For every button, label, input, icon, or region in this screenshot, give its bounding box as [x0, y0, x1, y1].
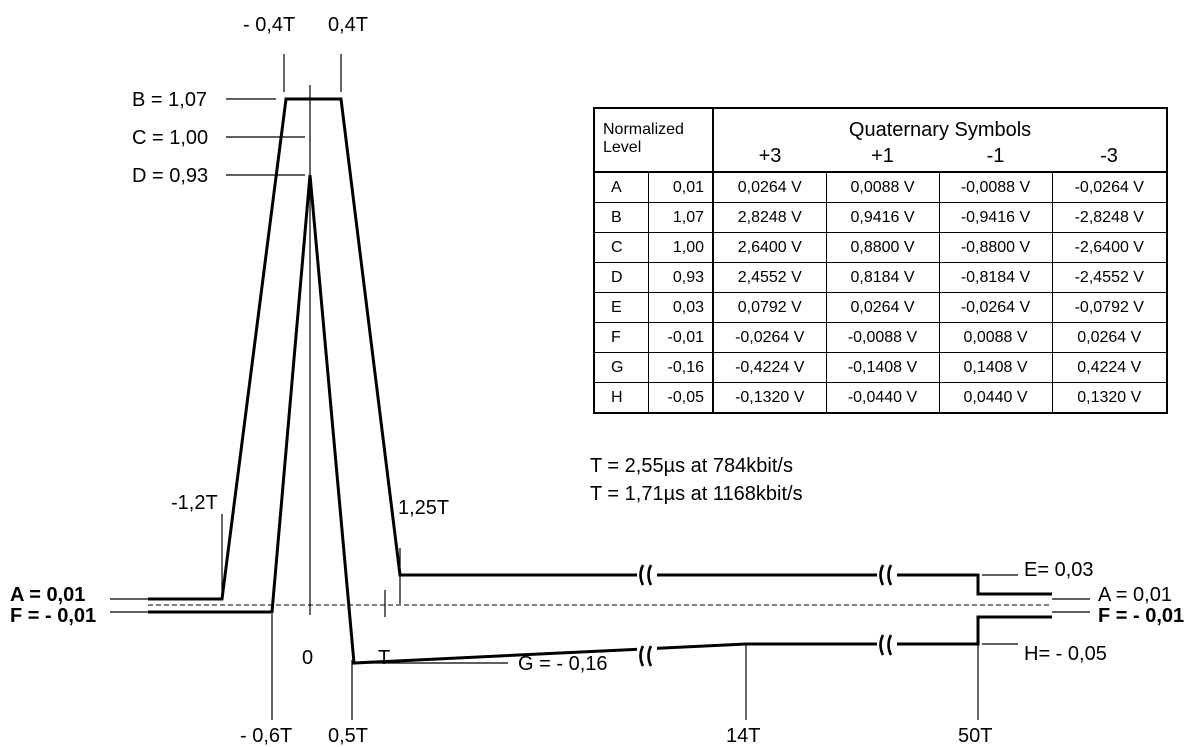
row-voltage: 0,0792 V	[712, 292, 827, 323]
row-voltage: -0,0088 V	[825, 322, 940, 353]
label-f-left: F = - 0,01	[10, 605, 96, 627]
row-voltage: -0,0440 V	[825, 382, 940, 414]
axis-break-lower-2	[879, 634, 893, 656]
row-voltage: 0,1408 V	[938, 352, 1053, 383]
axis-break-upper-1	[639, 564, 653, 586]
row-level: 0,01	[647, 171, 715, 203]
row-voltage: 2,8248 V	[712, 202, 827, 233]
label-g-level: G = - 0,16	[518, 653, 608, 675]
row-letter: F	[593, 322, 648, 353]
row-level: 1,07	[647, 202, 715, 233]
label-a-left: A = 0,01	[10, 584, 85, 606]
label-50t: 50T	[958, 725, 992, 747]
row-voltage: -2,8248 V	[1051, 202, 1168, 233]
row-voltage: -0,8800 V	[938, 232, 1053, 263]
table-row: H -0,05 -0,1320 V -0,0440 V 0,0440 V 0,1320 V	[593, 382, 1168, 414]
table-row: G -0,16 -0,4224 V -0,1408 V 0,1408 V 0,4224 V	[593, 352, 1168, 383]
row-voltage: 2,6400 V	[712, 232, 827, 263]
axis-break-lower-1	[639, 645, 653, 667]
row-voltage: -0,1320 V	[712, 382, 827, 414]
label-t: T	[378, 647, 390, 669]
row-letter: D	[593, 262, 648, 293]
label-minus-12t: -1,2T	[171, 492, 218, 514]
symbol-header: +1	[826, 142, 940, 173]
label-14t: 14T	[726, 725, 760, 747]
row-level: 1,00	[647, 232, 715, 263]
label-a-right: A = 0,01	[1098, 584, 1172, 606]
row-level: 0,03	[647, 292, 715, 323]
label-125t: 1,25T	[398, 497, 449, 519]
row-voltage: -2,4552 V	[1051, 262, 1168, 293]
row-level: -0,16	[647, 352, 715, 383]
row-voltage: -0,9416 V	[938, 202, 1053, 233]
row-letter: B	[593, 202, 648, 233]
row-level: -0,05	[647, 382, 715, 414]
timing-note-1168: T = 1,71µs at 1168kbit/s	[590, 483, 803, 505]
table-row: B 1,07 2,8248 V 0,9416 V -0,9416 V -2,8248 V	[593, 202, 1168, 233]
timing-note-784: T = 2,55µs at 784kbit/s	[590, 455, 793, 477]
table-row: A 0,01 0,0264 V 0,0088 V -0,0088 V -0,0264 V	[593, 171, 1168, 203]
row-voltage: -0,0264 V	[712, 322, 827, 353]
row-voltage: -0,1408 V	[825, 352, 940, 383]
row-voltage: 0,9416 V	[825, 202, 940, 233]
label-b-level: B = 1,07	[132, 89, 207, 111]
row-voltage: 0,0440 V	[938, 382, 1053, 414]
label-04t: 0,4T	[328, 14, 368, 36]
row-voltage: 0,0088 V	[825, 171, 940, 203]
normalized-level-header: Normalized Level	[593, 107, 715, 173]
label-minus-04t: - 0,4T	[243, 14, 295, 36]
lower-mask-outline	[148, 174, 1052, 665]
label-f-right: F = - 0,01	[1098, 605, 1184, 627]
row-letter: A	[593, 171, 648, 203]
row-voltage: -0,0088 V	[938, 171, 1053, 203]
normalized-header-line2: Level	[603, 139, 642, 156]
table-row: F -0,01 -0,0264 V -0,0088 V 0,0088 V 0,0264 V	[593, 322, 1168, 353]
axis-break-upper-2	[879, 564, 893, 586]
symbol-header: -1	[939, 142, 1053, 173]
table-row: C 1,00 2,6400 V 0,8800 V -0,8800 V -2,6400 V	[593, 232, 1168, 263]
normalized-header-line1: Normalized	[603, 121, 684, 138]
row-letter: C	[593, 232, 648, 263]
label-05t: 0,5T	[328, 725, 368, 747]
label-zero: 0	[302, 647, 313, 669]
row-voltage: 0,1320 V	[1051, 382, 1168, 414]
row-voltage: -0,0264 V	[1051, 171, 1168, 203]
row-voltage: 0,0088 V	[938, 322, 1053, 353]
row-letter: E	[593, 292, 648, 323]
upper-mask-outline	[148, 97, 1052, 601]
row-voltage: -0,0792 V	[1051, 292, 1168, 323]
table-row: E 0,03 0,0792 V 0,0264 V -0,0264 V -0,0792 V	[593, 292, 1168, 323]
row-voltage: -0,8184 V	[938, 262, 1053, 293]
label-d-level: D = 0,93	[132, 165, 208, 187]
label-e-level: E= 0,03	[1024, 559, 1094, 581]
symbol-header: +3	[713, 142, 827, 173]
label-minus-06t: - 0,6T	[240, 725, 292, 747]
row-voltage: -0,0264 V	[938, 292, 1053, 323]
symbol-header: -3	[1052, 142, 1168, 173]
row-voltage: -0,4224 V	[712, 352, 827, 383]
row-voltage: 0,4224 V	[1051, 352, 1168, 383]
row-voltage: 0,0264 V	[1051, 322, 1168, 353]
row-voltage: 2,4552 V	[712, 262, 827, 293]
row-voltage: 0,8184 V	[825, 262, 940, 293]
label-c-level: C = 1,00	[132, 127, 208, 149]
row-voltage: 0,0264 V	[712, 171, 827, 203]
label-h-level: H= - 0,05	[1024, 643, 1107, 665]
quaternary-symbols-header: Quaternary Symbols	[712, 107, 1168, 142]
row-level: 0,93	[647, 262, 715, 293]
row-letter: G	[593, 352, 648, 383]
table-row: D 0,93 2,4552 V 0,8184 V -0,8184 V -2,4552 V	[593, 262, 1168, 293]
level-voltage-table: Normalized Level Quaternary Symbols +3 +…	[593, 107, 1169, 414]
row-voltage: 0,0264 V	[825, 292, 940, 323]
row-letter: H	[593, 382, 648, 414]
row-voltage: -2,6400 V	[1051, 232, 1168, 263]
row-level: -0,01	[647, 322, 715, 353]
row-voltage: 0,8800 V	[825, 232, 940, 263]
